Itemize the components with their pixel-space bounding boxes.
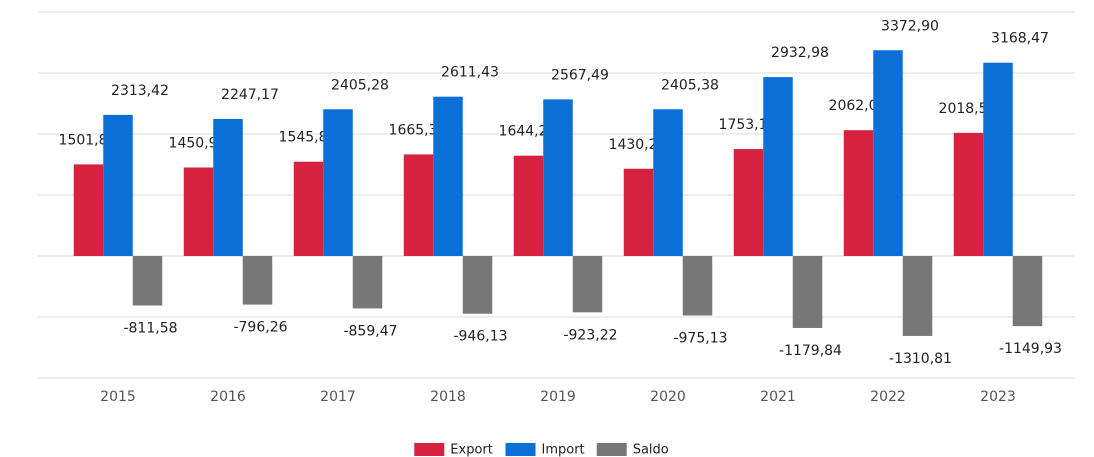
x-tick-label: 2019 [540, 389, 576, 405]
data-label: -975,13 [673, 330, 727, 346]
data-label: -946,13 [453, 329, 507, 345]
legend-label: Export [450, 443, 493, 457]
data-label: 1430,25 [609, 137, 667, 153]
bar [462, 256, 493, 314]
bar [653, 109, 683, 256]
data-label: -859,47 [343, 323, 397, 339]
x-tick-label: 2015 [100, 389, 136, 405]
bar [513, 155, 544, 256]
x-tick-label: 2022 [870, 389, 906, 405]
data-label: -1149,93 [999, 341, 1062, 357]
bar [183, 167, 214, 256]
bar [242, 256, 273, 305]
x-tick-label: 2020 [650, 389, 686, 405]
data-label: 2932,98 [771, 45, 829, 61]
bar [682, 256, 713, 316]
data-label: 3372,90 [881, 18, 939, 34]
bar [623, 168, 654, 256]
data-label: 2062,09 [829, 98, 887, 114]
bar [1012, 256, 1043, 327]
bar [763, 77, 793, 256]
bar [983, 62, 1013, 257]
data-label: -1310,81 [889, 351, 952, 367]
bar [213, 118, 243, 256]
x-tick-label: 2017 [320, 389, 356, 405]
data-label: 3168,47 [991, 31, 1049, 47]
bar [733, 149, 764, 256]
bar [792, 256, 823, 328]
x-tick-label: 2023 [980, 389, 1016, 405]
data-label: 1644,28 [499, 124, 557, 140]
data-label: 2247,17 [221, 87, 279, 103]
legend-label: Import [542, 443, 585, 457]
data-label: 2405,28 [331, 77, 389, 93]
x-tick-label: 2018 [430, 389, 466, 405]
bar [73, 164, 104, 256]
bar [543, 99, 573, 256]
legend-label: Saldo [633, 443, 669, 457]
bar [293, 161, 324, 256]
bar [352, 256, 383, 309]
legend-swatch [505, 443, 536, 456]
data-label: -796,26 [233, 320, 287, 336]
data-label: 1450,91 [169, 135, 227, 151]
legend-swatch [596, 443, 627, 456]
data-label: 1545,81 [279, 130, 337, 146]
legend-swatch [414, 443, 445, 456]
data-label: 2018,54 [939, 101, 997, 117]
bar [953, 132, 984, 256]
bar [902, 256, 933, 336]
data-label: 1753,14 [719, 117, 777, 133]
data-label: -1179,84 [779, 343, 842, 359]
data-label: 2567,49 [551, 67, 609, 83]
data-label: -811,58 [123, 321, 177, 337]
bar [572, 256, 603, 313]
data-label: 2313,42 [111, 83, 169, 99]
bar [403, 154, 434, 256]
bar [132, 256, 163, 306]
data-label: 2405,38 [661, 77, 719, 93]
data-label: 2611,43 [441, 65, 499, 81]
bar [323, 109, 353, 256]
bar [843, 130, 874, 256]
data-label: 1665,30 [389, 122, 447, 138]
x-tick-label: 2021 [760, 389, 796, 405]
bar [103, 114, 133, 256]
data-label: 1501,85 [59, 132, 117, 148]
x-tick-label: 2016 [210, 389, 246, 405]
bar [873, 50, 903, 257]
data-label: -923,22 [563, 327, 617, 343]
bar [433, 96, 463, 257]
